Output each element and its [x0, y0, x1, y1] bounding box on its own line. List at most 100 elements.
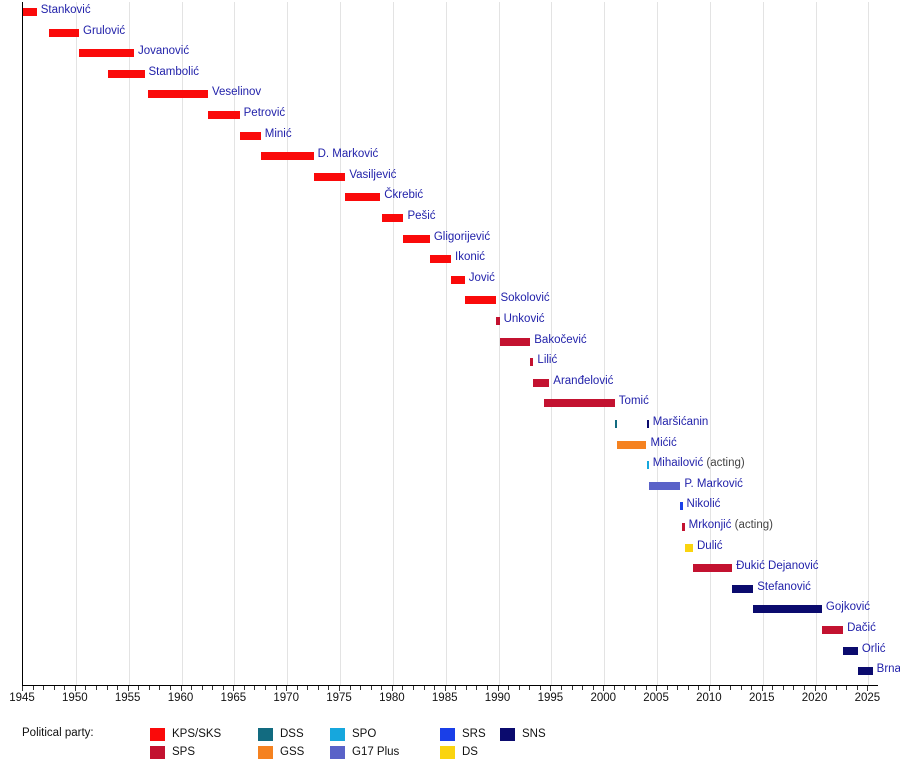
timeline-row[interactable]: Bakočević	[23, 332, 878, 353]
axis-tick-label: 1975	[326, 692, 352, 704]
axis-tick-minor	[370, 686, 372, 690]
axis-tick-minor	[740, 686, 742, 690]
axis-tick-major	[497, 686, 499, 691]
timeline-row[interactable]: Stambolić	[23, 64, 878, 85]
timeline-row[interactable]: Đukić Dejanović	[23, 558, 878, 579]
timeline-bar-label: P. Marković	[684, 477, 743, 490]
axis-tick-minor	[476, 686, 478, 690]
timeline-bar[interactable]	[857, 667, 873, 676]
timeline-bar[interactable]	[533, 378, 550, 387]
timeline-row[interactable]: P. Marković	[23, 476, 878, 497]
timeline-row[interactable]: D. Marković	[23, 146, 878, 167]
timeline-bar[interactable]	[843, 646, 858, 655]
timeline-row[interactable]: Aranđelović	[23, 373, 878, 394]
timeline-bar[interactable]	[403, 234, 430, 243]
timeline-bar[interactable]	[543, 399, 615, 408]
timeline-bar[interactable]	[345, 193, 381, 202]
axis-tick-minor	[106, 686, 108, 690]
timeline-row[interactable]: Mihailović (acting)	[23, 455, 878, 476]
timeline-row[interactable]: Dačić	[23, 620, 878, 641]
timeline-bar[interactable]	[260, 152, 314, 161]
timeline-bar[interactable]	[614, 420, 617, 428]
timeline-bar-label: Gojković	[825, 601, 871, 614]
axis-tick-minor	[254, 686, 256, 690]
gridline	[234, 2, 236, 685]
legend-swatch	[440, 746, 455, 759]
axis-tick-minor	[856, 686, 858, 690]
legend-swatch	[440, 728, 455, 741]
timeline-bar[interactable]	[207, 111, 240, 119]
timeline-row[interactable]: Maršićanin	[23, 414, 878, 435]
timeline-row[interactable]: Minić	[23, 126, 878, 147]
timeline-row[interactable]: Stanković	[23, 2, 878, 23]
timeline-bar[interactable]	[646, 461, 649, 470]
timeline-bar[interactable]	[499, 337, 531, 346]
axis-tick-major	[814, 686, 816, 691]
timeline-bar-label: Stambolić	[148, 65, 200, 78]
timeline-bar[interactable]	[313, 172, 346, 181]
gridline	[709, 2, 711, 685]
timeline-row[interactable]: Sokolović	[23, 290, 878, 311]
timeline-row[interactable]: Jovanović	[23, 43, 878, 64]
timeline-bar[interactable]	[682, 523, 685, 531]
timeline-row[interactable]: Tomić	[23, 393, 878, 414]
timeline-row[interactable]: Nikolić	[23, 496, 878, 517]
timeline-bar[interactable]	[107, 69, 145, 78]
timeline-bar[interactable]	[732, 584, 754, 593]
timeline-row[interactable]: Veselinov	[23, 84, 878, 105]
timeline-bar[interactable]	[496, 317, 500, 325]
timeline-row[interactable]: Dulić	[23, 538, 878, 559]
timeline-bar[interactable]	[684, 543, 693, 552]
timeline-row[interactable]: Stefanović	[23, 579, 878, 600]
timeline-row[interactable]: Jović	[23, 270, 878, 291]
timeline-bar[interactable]	[49, 28, 79, 37]
legend-label: DS	[462, 746, 478, 758]
timeline-bar-label: Tomić	[618, 395, 649, 408]
timeline-row[interactable]: Mićić	[23, 435, 878, 456]
timeline-bar[interactable]	[530, 358, 534, 367]
axis-tick-minor	[423, 686, 425, 690]
axis-tick-minor	[782, 686, 784, 690]
axis-tick-minor	[835, 686, 837, 690]
axis-tick-minor	[592, 686, 594, 690]
axis-tick-minor	[296, 686, 298, 690]
timeline-bar[interactable]	[753, 605, 822, 614]
timeline-bar[interactable]	[680, 502, 683, 511]
timeline-bar[interactable]	[451, 275, 465, 284]
axis-tick-minor	[117, 686, 119, 690]
timeline-bar[interactable]	[693, 564, 733, 573]
timeline-bar[interactable]	[648, 481, 681, 490]
timeline-bar[interactable]	[429, 255, 451, 264]
axis-tick-minor	[222, 686, 224, 690]
timeline-row[interactable]: Unković	[23, 311, 878, 332]
timeline-row[interactable]: Čkrebić	[23, 187, 878, 208]
timeline-row[interactable]: Petrović	[23, 105, 878, 126]
timeline-bar[interactable]	[147, 90, 208, 99]
timeline-row[interactable]: Ikonić	[23, 249, 878, 270]
timeline-bar[interactable]	[239, 131, 261, 140]
axis-tick-minor	[624, 686, 626, 690]
timeline-bar[interactable]	[79, 49, 134, 58]
axis-tick-label: 1970	[273, 692, 299, 704]
timeline-row[interactable]: Pešić	[23, 208, 878, 229]
legend-swatch	[500, 728, 515, 741]
axis-tick-minor	[169, 686, 171, 690]
timeline-row[interactable]: Orlić	[23, 641, 886, 662]
timeline-bar[interactable]	[616, 440, 647, 449]
timeline-row[interactable]: Gligorijević	[23, 229, 878, 250]
axis-tick-major	[708, 686, 710, 691]
timeline-bar[interactable]	[821, 626, 844, 634]
axis-tick-minor	[677, 686, 679, 690]
timeline-bar[interactable]	[464, 296, 497, 305]
timeline-row[interactable]: Gojković	[23, 599, 878, 620]
timeline-row[interactable]: Brnabić	[23, 661, 900, 682]
timeline-row[interactable]: Mrkonjić (acting)	[23, 517, 878, 538]
legend-label: GSS	[280, 746, 305, 758]
axis-tick-major	[444, 686, 446, 691]
timeline-row[interactable]: Vasiljević	[23, 167, 878, 188]
timeline-bar[interactable]	[646, 420, 649, 428]
timeline-bar[interactable]	[382, 214, 404, 222]
timeline-bar[interactable]	[23, 8, 37, 16]
timeline-row[interactable]: Lilić	[23, 352, 878, 373]
timeline-row[interactable]: Grulović	[23, 23, 878, 44]
